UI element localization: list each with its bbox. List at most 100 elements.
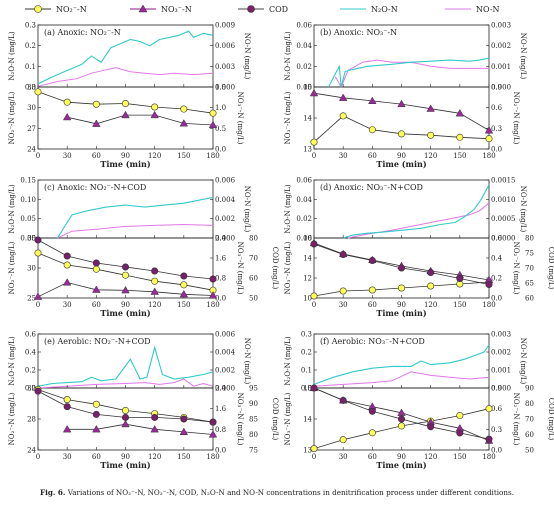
series-no2-marker bbox=[122, 271, 130, 279]
tick-label: 24 bbox=[27, 447, 36, 455]
tick-label: 0.4 bbox=[25, 349, 37, 357]
axis-label: NO₂⁻-N (mg/L) bbox=[8, 91, 16, 144]
tick-label: 0.00 bbox=[296, 84, 312, 92]
legend-item: COD bbox=[238, 5, 288, 14]
tick-label: 60 bbox=[525, 431, 534, 439]
legend-item: NO₂⁻-N bbox=[25, 5, 87, 14]
tick-label: 0.0 bbox=[491, 295, 502, 303]
tick-label: 0.0 bbox=[301, 385, 312, 393]
tick-label: 14 bbox=[303, 115, 312, 123]
tick-label: 90 bbox=[397, 301, 406, 309]
series-n2o-line bbox=[37, 30, 214, 85]
tick-label: 0.0 bbox=[215, 447, 226, 455]
tick-label: 0.04 bbox=[296, 42, 312, 50]
tick-label: 0.2 bbox=[25, 42, 36, 50]
tick-label: 0.003 bbox=[215, 63, 235, 71]
tick-label: 0.0 bbox=[215, 146, 226, 154]
series-cod-marker bbox=[92, 259, 100, 267]
tick-label: 150 bbox=[453, 453, 466, 461]
tick-label: 0.0 bbox=[25, 84, 36, 92]
axis-label: NO-N (mg/L) bbox=[243, 186, 251, 233]
tick-label: 180 bbox=[206, 301, 219, 309]
series-no2-marker bbox=[63, 396, 71, 404]
series-no2-marker bbox=[368, 429, 376, 437]
tick-label: 90 bbox=[121, 301, 130, 309]
tick-label: 60 bbox=[249, 275, 258, 283]
tick-label: 70 bbox=[249, 255, 258, 263]
tick-label: 0.000 bbox=[491, 385, 511, 393]
axis-label: COD (mg/L) bbox=[547, 398, 554, 441]
series-no2-marker bbox=[92, 400, 100, 408]
tick-label: 90 bbox=[397, 152, 406, 160]
legend-marker bbox=[138, 4, 148, 13]
axis-label: NO₃⁻-N (mg/L) bbox=[236, 92, 244, 145]
tick-label: 30 bbox=[27, 265, 36, 273]
series-no3-marker bbox=[92, 119, 101, 127]
legend-label: NO₃⁻-N bbox=[161, 5, 192, 14]
tick-label: 28 bbox=[27, 416, 36, 424]
tick-label: 1.5 bbox=[215, 84, 226, 92]
tick-label: 90 bbox=[397, 453, 406, 461]
tick-label: 12 bbox=[303, 275, 312, 283]
tick-label: 30 bbox=[339, 301, 348, 309]
tick-label: 0.009 bbox=[215, 22, 235, 30]
tick-label: 50 bbox=[249, 295, 258, 303]
series-no3-marker bbox=[150, 287, 159, 295]
caption-text: Variations of NO₂⁻-N, NO₃⁻-N, COD, N₂O-N… bbox=[67, 488, 514, 497]
series-no2-marker bbox=[485, 135, 493, 143]
series-no2-marker bbox=[310, 138, 318, 146]
tick-label: 0.3 bbox=[25, 22, 36, 30]
tick-label: 150 bbox=[453, 152, 466, 160]
series-no3-marker bbox=[208, 430, 218, 438]
series-cod-marker bbox=[63, 403, 71, 411]
tick-label: 1.6 bbox=[215, 255, 227, 263]
tick-label: 150 bbox=[177, 453, 190, 461]
series-no2-marker bbox=[456, 412, 464, 420]
series-cod-marker bbox=[339, 251, 347, 259]
axis-label: NO-N (mg/L) bbox=[243, 338, 251, 385]
axis-label: NO₃⁻-N (mg/L) bbox=[284, 241, 292, 294]
tick-label: 120 bbox=[424, 301, 437, 309]
axis-label: NO₃⁻-N (mg/L) bbox=[284, 91, 292, 144]
tick-label: 30 bbox=[63, 453, 72, 461]
series-cod-marker bbox=[122, 263, 130, 271]
tick-label: 16 bbox=[303, 235, 312, 243]
series-no3-marker bbox=[484, 126, 494, 134]
legend-item: NO-N bbox=[445, 5, 500, 14]
tick-label: 0.15 bbox=[20, 177, 36, 185]
axis-label: COD (mg/L) bbox=[271, 398, 279, 441]
tick-label: 70 bbox=[525, 265, 534, 273]
tick-label: 0.6 bbox=[25, 331, 37, 339]
series-cod-marker bbox=[339, 396, 347, 404]
tick-label: 13 bbox=[303, 146, 312, 154]
series-cod-marker bbox=[397, 415, 405, 423]
tick-label: 0.6 bbox=[491, 405, 503, 413]
series-no-line bbox=[313, 371, 490, 387]
series-no3-line bbox=[313, 242, 490, 281]
tick-label: 60 bbox=[92, 453, 101, 461]
axis-label: NO-N (mg/L) bbox=[519, 338, 527, 385]
series-cod-marker bbox=[456, 429, 464, 437]
tick-label: 0.1 bbox=[301, 367, 312, 375]
series-no2-marker bbox=[151, 103, 159, 111]
legend-marker bbox=[34, 5, 42, 13]
series-cod-marker bbox=[368, 256, 376, 264]
series-cod-marker bbox=[180, 272, 188, 280]
tick-label: 0.003 bbox=[491, 331, 511, 339]
series-no2-marker bbox=[368, 286, 376, 294]
series-no2-marker bbox=[310, 445, 318, 453]
tick-label: 1.6 bbox=[215, 405, 227, 413]
series-cod-marker bbox=[34, 236, 42, 244]
axis-label: NO₂⁻-N (mg/L) bbox=[512, 242, 520, 295]
tick-label: 0.006 bbox=[215, 331, 236, 339]
series-no2-marker bbox=[397, 422, 405, 430]
series-no3-marker bbox=[121, 419, 130, 428]
series-no3-marker bbox=[92, 285, 101, 293]
tick-label: 14 bbox=[303, 255, 312, 263]
series-no2-marker bbox=[34, 249, 42, 257]
tick-label: 2.4 bbox=[215, 235, 227, 243]
tick-label: 90 bbox=[121, 453, 130, 461]
series-no3-marker bbox=[455, 109, 465, 117]
tick-label: 0.2 bbox=[25, 367, 36, 375]
tick-label: 95 bbox=[249, 385, 258, 393]
